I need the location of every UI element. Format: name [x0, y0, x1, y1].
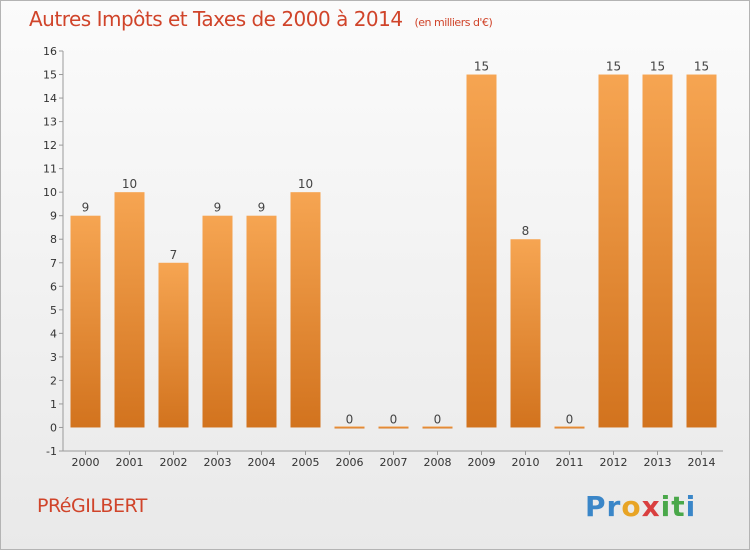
bar [642, 74, 673, 428]
data-label: 15 [694, 60, 709, 74]
bar [114, 192, 145, 428]
x-tick-label: 2007 [380, 456, 408, 469]
data-label: 15 [650, 60, 665, 74]
logo-letter: r [606, 490, 622, 523]
bar [158, 262, 189, 428]
x-axis-ticks: 2000 2001 2002 2003 2004 2005 2006 2007 2008 2009… [72, 451, 716, 469]
bar [290, 192, 321, 428]
bar [554, 426, 585, 429]
x-tick-label: 2013 [644, 456, 672, 469]
bar [378, 426, 409, 429]
y-tick-label: 11 [43, 163, 57, 176]
y-tick-label: 16 [43, 45, 57, 58]
bar [334, 426, 365, 429]
x-tick-label: 2005 [292, 456, 320, 469]
logo-letter: o [621, 490, 642, 523]
y-tick-label: 13 [43, 116, 57, 129]
data-label: 0 [434, 412, 442, 426]
bar [70, 215, 101, 428]
y-tick-label: 15 [43, 69, 57, 82]
data-label: 15 [606, 60, 621, 74]
bar [422, 426, 453, 429]
logo-letter: x [641, 490, 661, 523]
x-tick-label: 2001 [116, 456, 144, 469]
y-tick-label: 9 [50, 210, 57, 223]
x-tick-label: 2002 [160, 456, 188, 469]
data-label: 0 [390, 412, 398, 426]
y-tick-label: 14 [43, 92, 57, 105]
chart-title-text: Autres Impôts et Taxes de 2000 à 2014 [29, 7, 403, 31]
y-tick-label: 6 [50, 280, 57, 293]
data-label: 10 [298, 177, 313, 191]
bar [466, 74, 497, 428]
data-label: 0 [346, 412, 354, 426]
y-tick-label: 3 [50, 351, 57, 364]
x-tick-label: 2000 [72, 456, 100, 469]
chart-unit: (en milliers d'€) [414, 16, 493, 29]
y-tick-label: 2 [50, 374, 57, 387]
bar [202, 215, 233, 428]
data-label: 8 [522, 224, 530, 238]
y-tick-label: -1 [46, 445, 57, 458]
x-tick-label: 2004 [248, 456, 276, 469]
bar [510, 239, 541, 428]
x-tick-label: 2003 [204, 456, 232, 469]
x-tick-label: 2008 [424, 456, 452, 469]
logo-letter: i [685, 490, 697, 523]
proxiti-logo: Proxiti [585, 490, 696, 523]
chart-title: Autres Impôts et Taxes de 2000 à 2014 (e… [29, 7, 493, 31]
data-label: 15 [474, 60, 489, 74]
logo-letter: P [585, 490, 607, 523]
y-tick-label: 0 [50, 421, 57, 434]
x-tick-label: 2014 [688, 456, 716, 469]
y-tick-label: 10 [43, 186, 57, 199]
bar [598, 74, 629, 428]
x-tick-label: 2009 [468, 456, 496, 469]
bar [246, 215, 277, 428]
x-tick-label: 2010 [512, 456, 540, 469]
y-tick-label: 12 [43, 139, 57, 152]
bar [686, 74, 717, 428]
data-label: 0 [566, 412, 574, 426]
x-tick-label: 2011 [556, 456, 584, 469]
y-tick-label: 1 [50, 398, 57, 411]
y-tick-label: 5 [50, 304, 57, 317]
data-label: 9 [258, 201, 266, 215]
data-label: 7 [170, 248, 178, 262]
data-label: 10 [122, 177, 137, 191]
x-tick-label: 2006 [336, 456, 364, 469]
bars [70, 74, 717, 429]
logo-letter: t [671, 490, 686, 523]
x-tick-label: 2012 [600, 456, 628, 469]
y-tick-label: 7 [50, 257, 57, 270]
data-labels: 9 10 7 9 9 10 0 0 0 15 8 0 15 15 15 [82, 60, 709, 427]
logo-letter: i [660, 490, 672, 523]
y-tick-label: 4 [50, 327, 57, 340]
y-tick-label: 8 [50, 233, 57, 246]
data-label: 9 [214, 201, 222, 215]
commune-name: PRéGILBERT [37, 495, 147, 517]
data-label: 9 [82, 201, 90, 215]
